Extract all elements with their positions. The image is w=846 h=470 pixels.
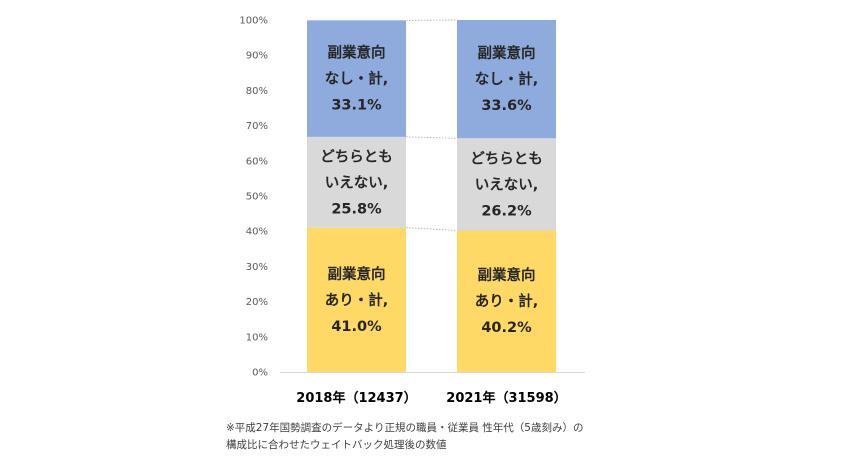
data-label-dochira: どちらとも xyxy=(470,150,543,167)
bar-segment-ari xyxy=(457,230,556,372)
footnote-line-1: ※平成27年国勢調査のデータより正規の職員・従業員 性年代（5歳刻み）の xyxy=(226,422,584,434)
data-label-dochira: 26.2% xyxy=(481,203,532,219)
bar-segment-nashi xyxy=(457,20,556,139)
bar-segment-ari xyxy=(307,227,406,372)
data-label-nashi: 副業意向 xyxy=(478,44,536,62)
x-category-label: 2021年（31598） xyxy=(446,390,566,406)
y-tick-label: 60% xyxy=(246,156,268,167)
y-tick-label: 0% xyxy=(252,368,268,379)
y-tick-label: 90% xyxy=(246,51,268,62)
y-tick-label: 100% xyxy=(239,16,268,27)
bar-segment-dochira xyxy=(457,138,556,231)
y-tick-label: 20% xyxy=(246,297,268,308)
y-tick-label: 80% xyxy=(246,86,268,97)
footnote-line-2: 構成比に合わせたウェイトバック処理後の数値 xyxy=(226,439,447,451)
data-label-dochira: いえない, xyxy=(325,174,389,191)
y-tick-label: 40% xyxy=(246,227,268,238)
data-label-nashi: 33.6% xyxy=(481,98,532,114)
series-connector-line xyxy=(405,227,458,231)
bar-segment-dochira xyxy=(307,136,406,228)
data-label-ari: 副業意向 xyxy=(478,266,536,284)
bar-segment-nashi xyxy=(307,20,406,137)
y-tick-label: 70% xyxy=(246,121,268,132)
series-connector-line xyxy=(405,136,458,139)
data-label-nashi: なし・計, xyxy=(325,70,389,88)
data-label-ari: 41.0% xyxy=(331,319,382,335)
data-label-nashi: なし・計, xyxy=(475,70,539,88)
y-tick-label: 30% xyxy=(246,262,268,273)
data-label-nashi: 副業意向 xyxy=(328,44,386,62)
data-label-dochira: どちらとも xyxy=(320,148,393,165)
y-tick-label: 50% xyxy=(246,192,268,203)
data-label-ari: あり・計, xyxy=(475,292,539,310)
x-category-label: 2018年（12437） xyxy=(296,390,416,406)
y-tick-label: 10% xyxy=(246,332,268,343)
data-label-ari: あり・計, xyxy=(325,291,389,309)
data-label-nashi: 33.1% xyxy=(331,98,382,114)
data-label-ari: 副業意向 xyxy=(328,265,386,283)
data-label-dochira: いえない, xyxy=(475,176,539,193)
data-label-dochira: 25.8% xyxy=(331,201,382,217)
data-label-ari: 40.2% xyxy=(481,320,532,336)
